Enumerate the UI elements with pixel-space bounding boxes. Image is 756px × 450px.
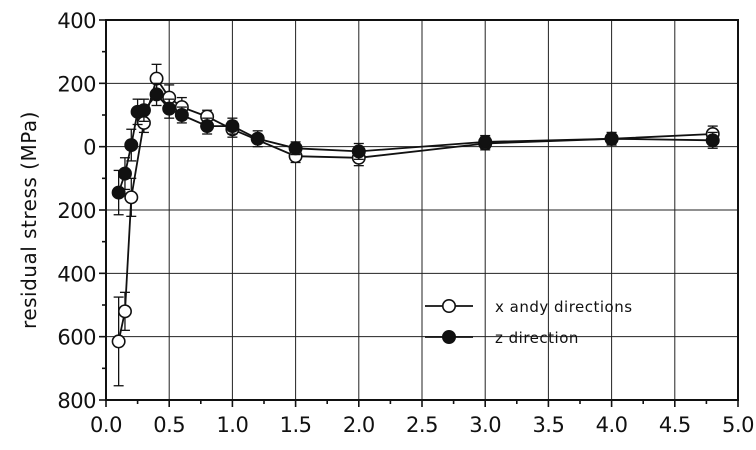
legend-label: z direction bbox=[495, 329, 579, 347]
y-axis-title: residual stress (MPa) bbox=[17, 111, 41, 329]
y-tick-label: 800 bbox=[57, 389, 96, 413]
x-tick-label: 1.0 bbox=[216, 413, 248, 437]
x-tick-label: 3.5 bbox=[532, 413, 564, 437]
x-tick-label: 0.0 bbox=[90, 413, 122, 437]
data-point-filled bbox=[250, 131, 265, 146]
data-point-open bbox=[124, 190, 139, 205]
data-point-filled bbox=[162, 101, 177, 116]
data-point-filled bbox=[149, 87, 164, 102]
data-point-filled bbox=[174, 108, 189, 123]
y-tick-label: 400 bbox=[57, 9, 96, 33]
x-tick-label: 2.5 bbox=[406, 413, 438, 437]
x-tick-labels: 0.0 0.5 1.0 1.5 2.0 2.5 3.0 3.5 4.0 4.5 5.0 bbox=[90, 413, 754, 437]
data-point-filled bbox=[351, 144, 366, 159]
x-tick-label: 1.5 bbox=[280, 413, 312, 437]
y-tick-label: 0 bbox=[83, 136, 96, 160]
legend: x andy directions z direction bbox=[425, 298, 633, 347]
series-1 bbox=[111, 82, 720, 216]
y-tick-label: 400 bbox=[57, 262, 96, 286]
series-line bbox=[117, 93, 713, 193]
x-tick-label: 2.0 bbox=[343, 413, 375, 437]
data-point-filled bbox=[288, 141, 303, 156]
data-point-filled bbox=[124, 138, 139, 153]
x-tick-label: 5.0 bbox=[722, 413, 754, 437]
series-layer bbox=[111, 63, 720, 387]
data-point-filled bbox=[200, 119, 215, 134]
data-point-filled bbox=[225, 119, 240, 134]
y-tick-label: 600 bbox=[57, 326, 96, 350]
legend-marker bbox=[441, 329, 456, 344]
x-tick-label: 4.5 bbox=[659, 413, 691, 437]
plot-frame bbox=[105, 19, 739, 401]
legend-label: x andy directions bbox=[495, 298, 633, 316]
data-point-filled bbox=[136, 103, 151, 118]
x-tick-label: 4.0 bbox=[596, 413, 628, 437]
grid bbox=[106, 20, 738, 400]
y-tick-label: 200 bbox=[57, 72, 96, 96]
x-tick-label: 3.0 bbox=[469, 413, 501, 437]
x-tick-label: 0.5 bbox=[153, 413, 185, 437]
y-tick-labels: 400 200 0 200 400 600 800 bbox=[57, 9, 96, 413]
legend-marker bbox=[441, 298, 456, 313]
data-point-filled bbox=[705, 133, 720, 148]
series-0 bbox=[111, 63, 720, 387]
y-tick-label: 200 bbox=[57, 199, 96, 223]
data-point-filled bbox=[604, 131, 619, 146]
data-point-filled bbox=[117, 166, 132, 181]
data-point-filled bbox=[111, 185, 126, 200]
data-point-filled bbox=[478, 134, 493, 149]
axis-ticks bbox=[99, 19, 739, 407]
data-point-open bbox=[111, 334, 126, 349]
series-line bbox=[117, 76, 713, 342]
data-point-open bbox=[117, 304, 132, 319]
